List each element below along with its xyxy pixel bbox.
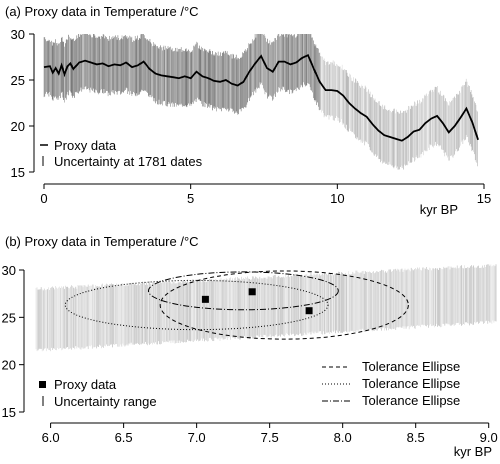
- tolerance-ellipse-dashdot: [147, 271, 339, 311]
- panel-a-xlabel: kyr BP: [420, 202, 458, 217]
- panel-a-y-tick-label: 20: [11, 119, 25, 134]
- proxy-point: [305, 307, 313, 315]
- panel-b-y-tick-label: 15: [2, 405, 16, 420]
- panel-b-legend-proxy: Proxy data: [54, 377, 117, 392]
- panel-a-axes: 15 20 25 30 0 5 10 15: [11, 27, 492, 206]
- panel-a-x-tick-label: 5: [187, 191, 194, 206]
- panel-a-x-tick-label: 10: [330, 191, 344, 206]
- panel-b-xlabel: kyr BP: [454, 444, 492, 459]
- tolerance-ellipse-dotted: [64, 279, 329, 331]
- tolerance-ellipse-dashed: [159, 270, 409, 340]
- panel-a: (a) Proxy data in Temperature /°C 15 20 25…: [5, 4, 491, 217]
- panel-b-y-tick-label: 30: [2, 263, 16, 278]
- panel-b-axes: 15 20 25 30 6.0 6.5 7.0 7.5 8.0 8.5 9.0: [2, 263, 498, 445]
- proxy-point: [201, 295, 209, 303]
- panel-b-x-tick-label: 8.5: [407, 430, 425, 445]
- panel-a-legend-proxy: Proxy data: [54, 138, 117, 153]
- panel-b-legend-square-marker: [39, 381, 46, 388]
- panel-b-x-tick-label: 6.0: [42, 430, 60, 445]
- panel-b-y-tick-label: 25: [2, 310, 16, 325]
- panel-a-title: (a) Proxy data in Temperature /°C: [5, 4, 199, 19]
- panel-b-uncertainty-band: [35, 264, 497, 352]
- panel-a-x-tick-label: 15: [477, 191, 491, 206]
- panel-b-x-tick-label: 6.5: [115, 430, 133, 445]
- panel-b-x-tick-label: 7.5: [261, 430, 279, 445]
- panel-b-x-tick-label: 9.0: [480, 430, 498, 445]
- panel-a-x-tick-label: 0: [40, 191, 47, 206]
- ellipse-legend-dotted: Tolerance Ellipse: [362, 376, 460, 391]
- panel-a-proxy-line: [43, 53, 479, 142]
- ellipse-legend-dashed: Tolerance Ellipse: [362, 359, 460, 374]
- panel-a-y-tick-label: 25: [11, 73, 25, 88]
- panel-a-y-tick-label: 15: [11, 165, 25, 180]
- panel-a-legend: Proxy data Uncertainty at 1781 dates: [40, 138, 203, 169]
- panel-a-y-tick-label: 30: [11, 27, 25, 42]
- panel-b-x-tick-label: 7.0: [188, 430, 206, 445]
- panel-b-legend-uncertainty: Uncertainty range: [54, 394, 157, 409]
- ellipse-legend-dashdot: Tolerance Ellipse: [362, 393, 460, 408]
- panel-b-y-tick-label: 20: [2, 358, 16, 373]
- panel-b-title: (b) Proxy data in Temperature /°C: [5, 234, 199, 249]
- proxy-point: [248, 288, 256, 296]
- panel-b-ellipses: [64, 270, 409, 340]
- panel-a-legend-uncertainty: Uncertainty at 1781 dates: [54, 154, 203, 169]
- panel-b-ellipse-legend: Tolerance Ellipse Tolerance Ellipse Tole…: [322, 359, 460, 408]
- panel-b: (b) Proxy data in Temperature /°C 15 20 25…: [2, 234, 498, 459]
- panel-b-legend: Proxy data Uncertainty range: [39, 377, 157, 409]
- panel-b-points: [201, 288, 313, 315]
- panel-b-x-tick-label: 8.0: [334, 430, 352, 445]
